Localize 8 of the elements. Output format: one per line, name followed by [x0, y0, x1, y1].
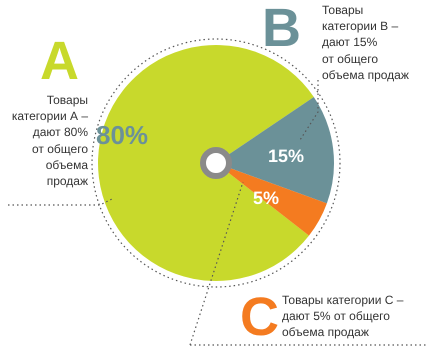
text: A — [40, 31, 79, 91]
text: Товары категории С – дают 5% от общего объема продаж — [282, 292, 404, 341]
data-label: 5% — [252, 188, 280, 208]
text: B — [262, 0, 301, 58]
text: Товары категории В – дают 15% от общего объема продаж — [322, 2, 410, 83]
data-label: 15% — [268, 146, 304, 166]
text: C — [240, 287, 279, 347]
text: Товары категории А – дают 80% от общего объема продаж — [10, 92, 88, 190]
